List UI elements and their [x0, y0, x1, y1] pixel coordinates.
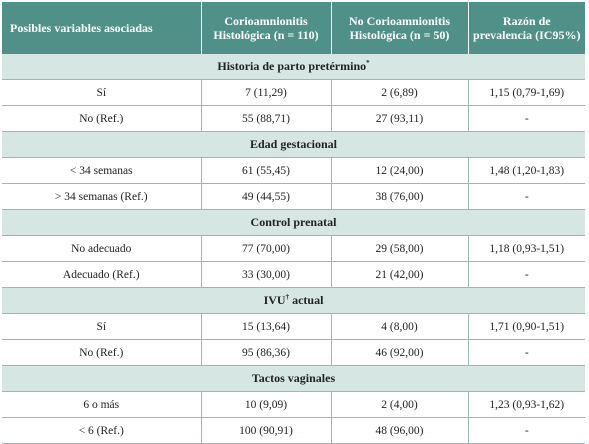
row-label: < 6 (Ref.) [2, 417, 202, 444]
cell-chorioamnionitis: 49 (44,55) [201, 183, 332, 210]
row-label: Adecuado (Ref.) [2, 261, 202, 288]
table-row: No adecuado 77 (70,00) 29 (58,00) 1,18 (0,9… [2, 235, 585, 262]
cell-no-chorioamnionitis: 21 (42,00) [331, 261, 469, 288]
section-row: IVU† actual [2, 287, 585, 314]
cell-chorioamnionitis: 61 (55,45) [201, 157, 332, 184]
row-label: Sí [2, 79, 202, 106]
cell-chorioamnionitis: 7 (11,29) [201, 79, 332, 106]
section-title-text: Control prenatal [250, 215, 337, 229]
cell-prevalence-ratio: - [468, 417, 585, 444]
cell-no-chorioamnionitis: 48 (96,00) [331, 417, 469, 444]
cell-chorioamnionitis: 95 (86,36) [201, 339, 332, 366]
footnote-mark: * [366, 59, 370, 67]
section-title: Tactos vaginales [2, 365, 585, 392]
header-row: Posibles variables asociadas Corioamnion… [2, 2, 585, 54]
table-row: Adecuado (Ref.) 33 (30,00) 21 (42,00) - [2, 261, 585, 288]
header-no-chorioamnionitis: No Corioamnionitis Histológica (n = 50) [331, 2, 469, 54]
section-row: Historia de parto pretérmino* [2, 54, 585, 80]
cell-prevalence-ratio: 1,48 (1,20-1,83) [468, 157, 585, 184]
section-title: Control prenatal [2, 209, 585, 236]
cell-no-chorioamnionitis: 27 (93,11) [331, 105, 469, 132]
cell-no-chorioamnionitis: 12 (24,00) [331, 157, 469, 184]
table-row: Sí 15 (13,64) 4 (8,00) 1,71 (0,90-1,51) [2, 313, 585, 340]
row-label: Sí [2, 313, 202, 340]
cell-prevalence-ratio: 1,18 (0,93-1,51) [468, 235, 585, 262]
section-title: IVU† actual [2, 287, 585, 314]
table-row: No (Ref.) 95 (86,36) 46 (92,00) - [2, 339, 585, 366]
cell-prevalence-ratio: - [468, 183, 585, 210]
cell-no-chorioamnionitis: 2 (4,00) [331, 391, 469, 418]
cell-no-chorioamnionitis: 46 (92,00) [331, 339, 469, 366]
cell-no-chorioamnionitis: 4 (8,00) [331, 313, 469, 340]
section-row: Edad gestacional [2, 131, 585, 158]
row-label: 6 o más [2, 391, 202, 418]
cell-chorioamnionitis: 77 (70,00) [201, 235, 332, 262]
row-label: No adecuado [2, 235, 202, 262]
row-label: > 34 semanas (Ref.) [2, 183, 202, 210]
row-label: No (Ref.) [2, 339, 202, 366]
cell-chorioamnionitis: 55 (88,71) [201, 105, 332, 132]
header-variables: Posibles variables asociadas [2, 2, 202, 54]
section-title-text: IVU [263, 293, 286, 307]
cell-no-chorioamnionitis: 38 (76,00) [331, 183, 469, 210]
row-label: < 34 semanas [2, 157, 202, 184]
table-row: No (Ref.) 55 (88,71) 27 (93,11) - [2, 105, 585, 132]
row-label: No (Ref.) [2, 105, 202, 132]
cell-prevalence-ratio: 1,15 (0,79-1,69) [468, 79, 585, 106]
cell-prevalence-ratio: - [468, 105, 585, 132]
section-row: Control prenatal [2, 209, 585, 236]
cell-chorioamnionitis: 15 (13,64) [201, 313, 332, 340]
footnote-mark: † [285, 293, 290, 301]
header-prevalence-ratio: Razón de prevalencia (IC95%) [468, 2, 585, 54]
cell-no-chorioamnionitis: 2 (6,89) [331, 79, 469, 106]
cell-prevalence-ratio: 1,71 (0,90-1,51) [468, 313, 585, 340]
section-row: Tactos vaginales [2, 365, 585, 392]
section-title: Edad gestacional [2, 131, 585, 158]
cell-chorioamnionitis: 100 (90,91) [201, 417, 332, 444]
table-row: < 6 (Ref.) 100 (90,91) 48 (96,00) - [2, 417, 585, 444]
section-title-text: Edad gestacional [249, 137, 337, 151]
cell-chorioamnionitis: 33 (30,00) [201, 261, 332, 288]
section-title: Historia de parto pretérmino* [2, 54, 585, 80]
header-histologic-chorioamnionitis: Corioamnionitis Histológica (n = 110) [201, 2, 332, 54]
table-row: < 34 semanas 61 (55,45) 12 (24,00) 1,48 (1,… [2, 157, 585, 184]
cell-chorioamnionitis: 10 (9,09) [201, 391, 332, 418]
cell-no-chorioamnionitis: 29 (58,00) [331, 235, 469, 262]
cell-prevalence-ratio: - [468, 339, 585, 366]
table-row: 6 o más 10 (9,09) 2 (4,00) 1,23 (0,93-1,62) [2, 391, 585, 418]
cell-prevalence-ratio: 1,23 (0,93-1,62) [468, 391, 585, 418]
section-title-text: Historia de parto pretérmino [217, 59, 367, 73]
table-row: Sí 7 (11,29) 2 (6,89) 1,15 (0,79-1,69) [2, 79, 585, 106]
table-row: > 34 semanas (Ref.) 49 (44,55) 38 (76,00) - [2, 183, 585, 210]
cell-prevalence-ratio: - [468, 261, 585, 288]
section-title-text: Tactos vaginales [251, 371, 336, 385]
section-title-suffix: actual [289, 293, 324, 307]
